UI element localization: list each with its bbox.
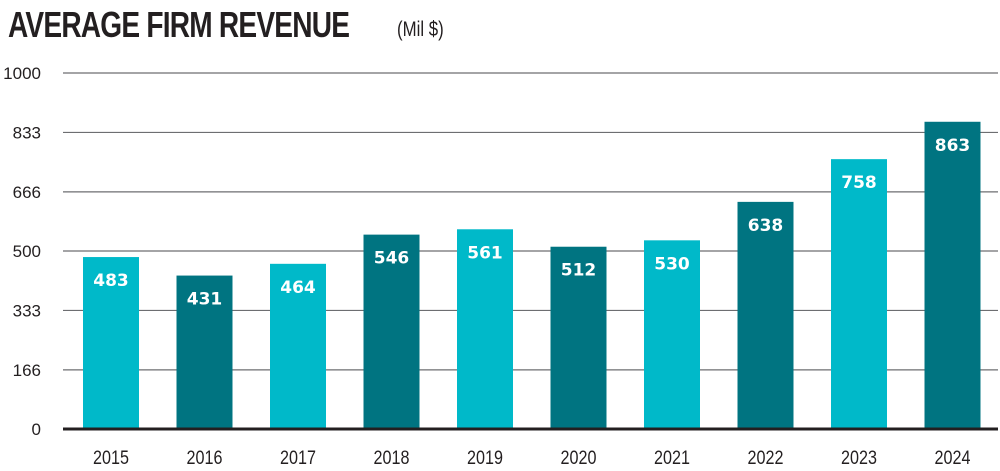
y-axis-ticks: 0 166 333 500 666 833 1000: [3, 64, 41, 439]
y-tick-label: 166: [13, 361, 41, 380]
y-tick-label: 1000: [3, 64, 41, 83]
x-tick-label: 2017: [280, 447, 316, 469]
x-tick-label: 2024: [935, 447, 971, 469]
bar-2023: [831, 159, 887, 430]
chart-subtitle: (Mil $): [397, 18, 444, 41]
x-tick-label: 2015: [93, 447, 129, 469]
x-tick-label: 2023: [841, 447, 877, 469]
data-label-2021: 530: [654, 254, 690, 274]
data-label-2019: 561: [467, 243, 503, 263]
bar-2020: [550, 246, 607, 429]
x-axis-ticks: 2015 2016 2017 2018 2019 2020 2021 2022 2023 2024: [93, 447, 971, 469]
data-label-2023: 758: [841, 173, 877, 193]
data-label-2015: 483: [93, 271, 129, 291]
bar-2019: [457, 229, 513, 429]
x-tick-label: 2019: [467, 447, 503, 469]
bar-2021: [644, 240, 700, 429]
data-label-2018: 546: [374, 249, 410, 269]
chart-title-block: AVERAGE FIRM REVENUE (Mil $): [8, 4, 445, 46]
bar-2022: [737, 201, 794, 429]
x-tick-label: 2021: [654, 447, 690, 469]
x-tick-label: 2016: [187, 447, 223, 469]
data-labels: 483 431 464 546 561 512 530 638 758 863: [93, 136, 970, 310]
y-tick-label: 500: [13, 242, 41, 261]
bar-2024: [924, 121, 981, 429]
y-tick-label: 333: [13, 301, 41, 320]
y-tick-label: 0: [32, 420, 41, 439]
x-tick-label: 2020: [561, 447, 597, 469]
data-label-2024: 863: [935, 136, 971, 156]
bar-2017: [270, 263, 326, 429]
data-label-2020: 512: [561, 261, 597, 281]
data-label-2017: 464: [280, 278, 316, 298]
y-tick-label: 666: [13, 183, 41, 202]
data-label-2016: 431: [187, 290, 223, 310]
bars: [83, 121, 981, 430]
x-tick-label: 2022: [748, 447, 784, 469]
bar-2016: [176, 275, 233, 429]
bar-2018: [363, 234, 420, 429]
bar-2015: [83, 257, 139, 429]
chart-title: AVERAGE FIRM REVENUE: [8, 4, 350, 45]
data-label-2022: 638: [748, 216, 784, 236]
y-tick-label: 833: [13, 123, 41, 142]
x-tick-label: 2018: [374, 447, 410, 469]
